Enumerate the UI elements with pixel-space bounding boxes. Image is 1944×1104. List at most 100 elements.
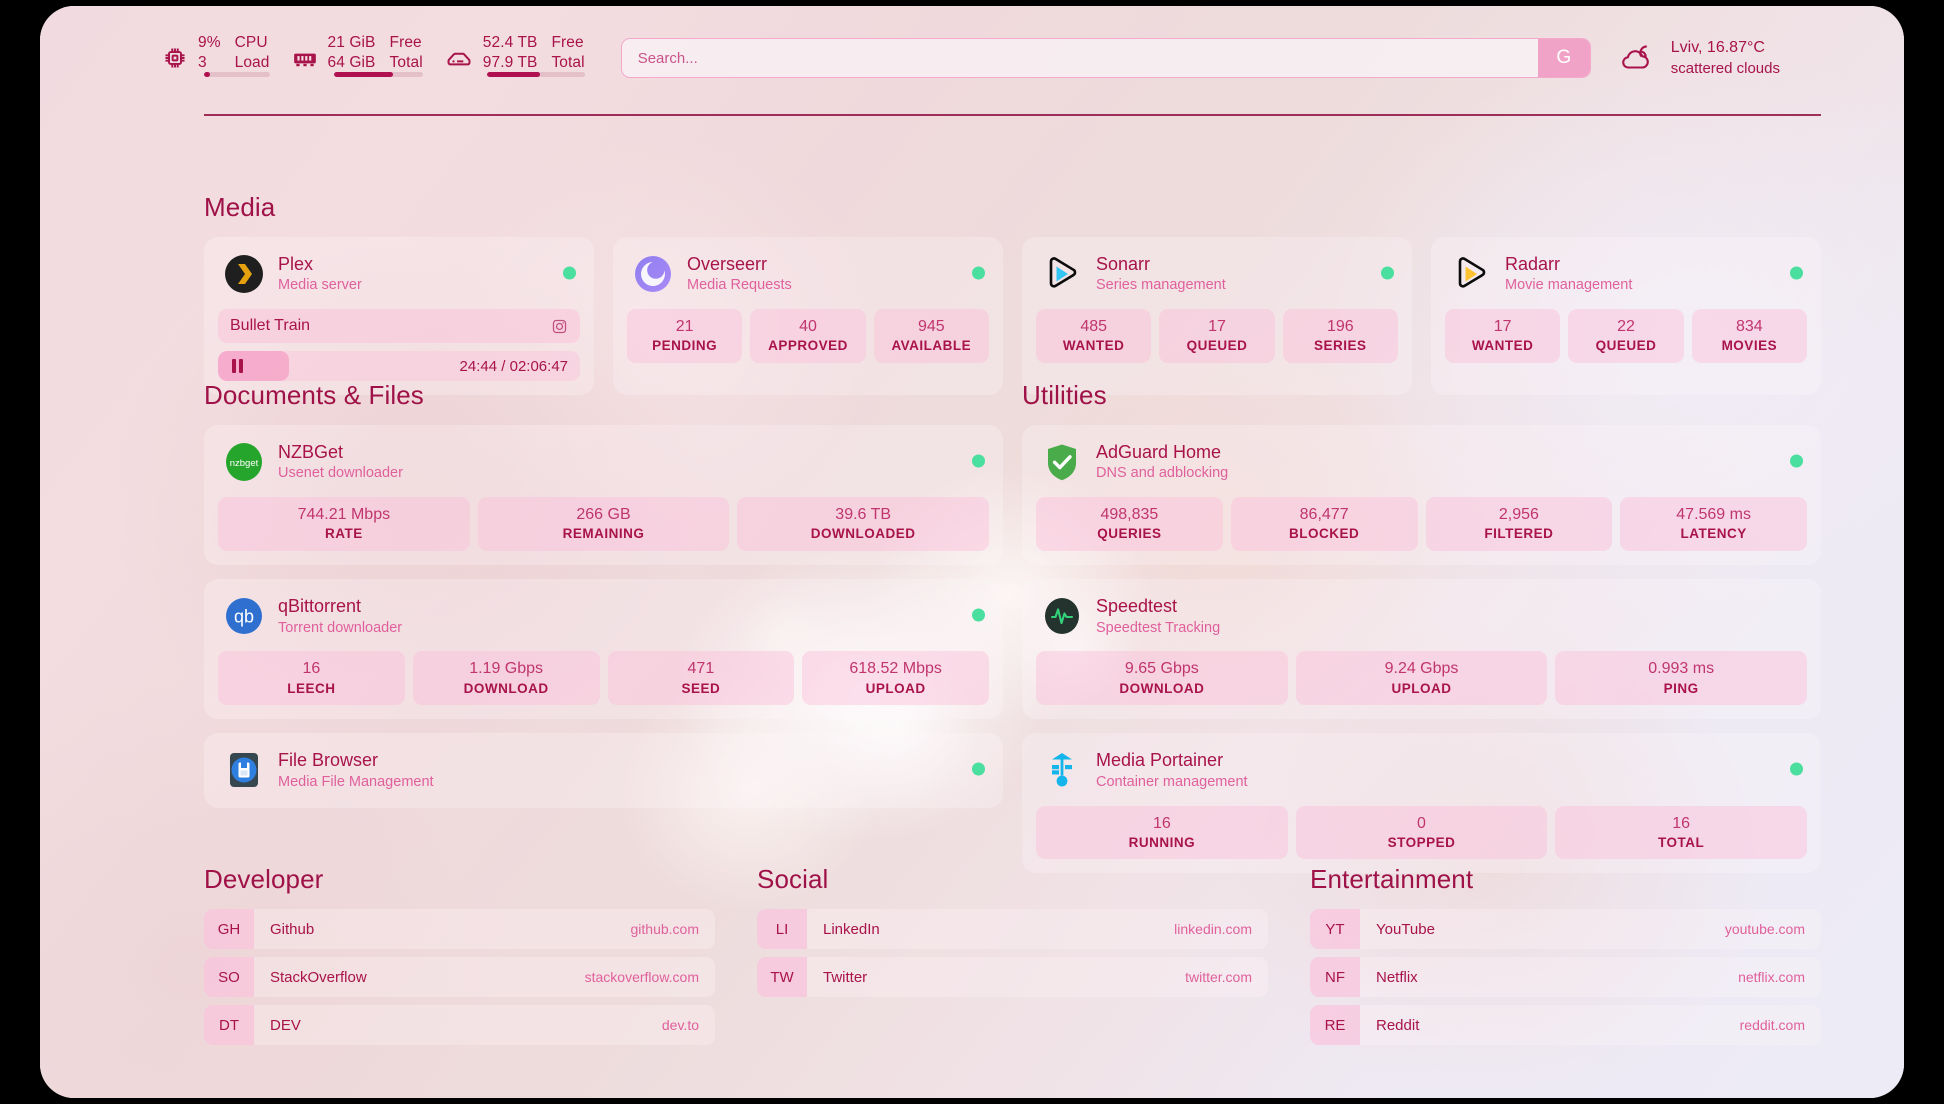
bookmark-name: YouTube <box>1376 920 1435 938</box>
cpu-load-value: 3 <box>198 54 207 71</box>
bookmark-url: dev.to <box>661 1017 699 1033</box>
card-header: Media Portainer Container management <box>1036 745 1807 793</box>
now-playing-progress[interactable]: 24:44 / 02:06:47 <box>218 351 580 382</box>
bookmark-item-youtube[interactable]: YT YouTube youtube.com <box>1310 909 1821 949</box>
nzbget-logo: nzbget <box>224 442 264 482</box>
cpu-usage-bar <box>204 71 270 77</box>
stat-label: QUEUED <box>1186 338 1248 354</box>
bookmark-item-stackoverflow[interactable]: SO StackOverflow stackoverflow.com <box>204 957 715 997</box>
stat-label: RUNNING <box>1128 834 1196 850</box>
stat-value: 498,835 <box>1100 506 1159 524</box>
card-name: qBittorrent <box>278 596 362 617</box>
stat-value: 744.21 Mbps <box>297 506 391 524</box>
weather-widget: Lviv, 16.87°C scattered clouds <box>1617 37 1784 79</box>
service-card-qbittorrent[interactable]: qb qBittorrent Torrent downloader <box>204 579 1003 720</box>
memory-label-top: Free <box>389 34 422 52</box>
cast-icon[interactable] <box>551 318 568 335</box>
documents-section: Documents & Files nzbget <box>204 380 1003 873</box>
card-header: Plex Media server <box>218 249 580 297</box>
stat-value: 945 <box>917 318 945 336</box>
bookmark-abbr: DT <box>204 1005 254 1045</box>
disk-label-bottom: Total <box>551 54 585 71</box>
service-card-media-portainer[interactable]: Media Portainer Container management 16 … <box>1022 733 1821 874</box>
disk-stat-group: 52.4 TB 97.9 TB Free Total <box>445 33 585 83</box>
card-stats-row: 9.65 Gbps DOWNLOAD 9.24 Gbps UPLOAD 0.99… <box>1036 651 1808 706</box>
bookmark-url: github.com <box>630 921 699 937</box>
top-bar: 9% 3 CPU Load <box>162 26 1784 90</box>
radarr-logo <box>1451 254 1491 294</box>
pause-icon[interactable] <box>232 359 243 374</box>
utilities-card-list: AdGuard Home DNS and adblocking 498,835 … <box>1022 425 1821 874</box>
memory-stat-group: 21 GiB 64 GiB Free Total <box>292 33 423 83</box>
stat-box: 1.19 Gbps DOWNLOAD <box>412 651 600 706</box>
weather-text: Lviv, 16.87°C scattered clouds <box>1671 37 1780 79</box>
stat-value: 17 <box>1208 318 1226 336</box>
card-name: Radarr <box>1505 254 1561 274</box>
stat-label: DOWNLOADED <box>810 526 916 542</box>
service-card-speedtest[interactable]: Speedtest Speedtest Tracking 9.65 Gbps D… <box>1022 579 1821 720</box>
stat-value: 16 <box>302 660 321 678</box>
service-card-file-browser[interactable]: File Browser Media File Management <box>204 733 1003 808</box>
card-stats-row: 17 WANTED 22 QUEUED 834 MOVIES <box>1445 309 1807 364</box>
card-name: AdGuard Home <box>1096 442 1222 462</box>
service-card-radarr[interactable]: Radarr Movie management 17 WANTED 22 QUE… <box>1431 237 1821 396</box>
bookmarks-section: Developer GH Github github.com SO StackO… <box>204 864 1821 1045</box>
cpu-values-col: 9% 3 <box>198 33 221 73</box>
stat-box: 16 LEECH <box>218 651 405 706</box>
stat-value: 17 <box>1493 318 1512 336</box>
bookmark-item-github[interactable]: GH Github github.com <box>204 909 715 949</box>
stat-box: 0 STOPPED <box>1295 805 1548 860</box>
portainer-logo <box>1042 750 1082 790</box>
google-search-icon[interactable]: G <box>1537 39 1590 77</box>
search-bar[interactable]: G <box>620 38 1591 78</box>
card-titles: Radarr Movie management <box>1505 253 1632 295</box>
memory-usage-bar <box>333 71 423 77</box>
stat-box: 744.21 Mbps RATE <box>218 497 470 552</box>
service-card-overseerr[interactable]: Overseerr Media Requests 21 PENDING 40 A… <box>613 237 1003 396</box>
service-card-sonarr[interactable]: Sonarr Series management 485 WANTED 17 Q… <box>1022 237 1412 396</box>
bookmark-name: Netflix <box>1376 968 1418 986</box>
stat-label: LEECH <box>287 680 336 696</box>
card-titles: Sonarr Series management <box>1096 253 1226 295</box>
cpu-stat-group: 9% 3 CPU Load <box>162 33 270 83</box>
stat-box: 86,477 BLOCKED <box>1230 497 1418 552</box>
bookmark-item-reddit[interactable]: RE Reddit reddit.com <box>1310 1005 1821 1045</box>
card-header: Radarr Movie management <box>1445 249 1807 297</box>
service-card-nzbget[interactable]: nzbget NZBGet Usenet downloader 74 <box>204 425 1003 566</box>
bookmark-url: stackoverflow.com <box>584 969 699 985</box>
bookmark-name: Reddit <box>1376 1016 1420 1034</box>
status-badge <box>1790 454 1803 468</box>
bookmark-url: netflix.com <box>1738 969 1805 985</box>
disk-stat-values: 52.4 TB 97.9 TB Free Total <box>483 33 585 83</box>
bookmark-item-netflix[interactable]: NF Netflix netflix.com <box>1310 957 1821 997</box>
disk-usage-bar <box>486 71 585 77</box>
stat-box: 485 WANTED <box>1036 309 1152 364</box>
status-badge <box>1790 266 1803 280</box>
service-card-adguard-home[interactable]: AdGuard Home DNS and adblocking 498,835 … <box>1022 425 1821 566</box>
now-playing-title: Bullet Train <box>230 317 311 335</box>
background-bloom <box>40 6 1904 1098</box>
stat-value: 485 <box>1080 318 1108 336</box>
card-header: qb qBittorrent Torrent downloader <box>218 591 989 639</box>
qbittorrent-logo: qb <box>224 596 264 636</box>
stat-label: UPLOAD <box>1391 680 1452 696</box>
card-titles: Speedtest Speedtest Tracking <box>1096 595 1220 637</box>
bookmark-item-linkedin[interactable]: LI LinkedIn linkedin.com <box>757 909 1268 949</box>
stat-label: MOVIES <box>1721 338 1778 354</box>
bookmark-list: YT YouTube youtube.com NF Netflix netfli… <box>1310 909 1821 1045</box>
stat-label: APPROVED <box>768 338 848 354</box>
service-card-plex[interactable]: Plex Media server Bullet Train <box>204 237 594 396</box>
bookmark-name: Github <box>270 920 315 938</box>
speedtest-logo <box>1042 596 1082 636</box>
stat-value: 40 <box>799 318 817 336</box>
disk-free-value: 52.4 TB <box>482 34 538 52</box>
bookmark-item-twitter[interactable]: TW Twitter twitter.com <box>757 957 1268 997</box>
stat-label: RATE <box>324 526 363 542</box>
bookmark-name: DEV <box>270 1016 301 1034</box>
bookmark-group-title: Developer <box>204 864 324 894</box>
bookmark-item-dev[interactable]: DT DEV dev.to <box>204 1005 715 1045</box>
stat-value: 9.65 Gbps <box>1124 660 1199 678</box>
search-input[interactable] <box>621 39 1538 77</box>
elapsed-time: 24:44 <box>459 357 498 375</box>
stat-value: 9.24 Gbps <box>1384 660 1459 678</box>
